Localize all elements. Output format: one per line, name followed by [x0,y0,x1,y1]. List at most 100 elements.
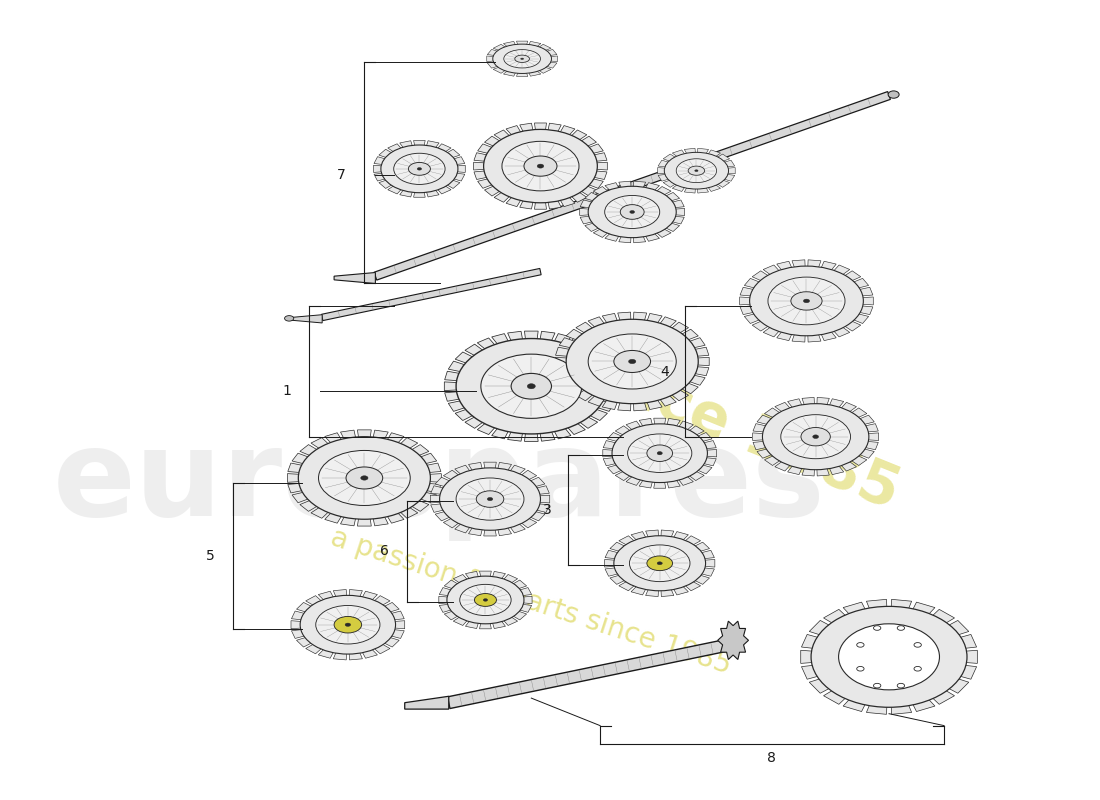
Polygon shape [681,382,698,394]
Polygon shape [487,56,494,62]
Polygon shape [724,174,735,181]
Polygon shape [465,571,478,579]
Polygon shape [593,186,608,195]
Polygon shape [959,634,977,649]
Polygon shape [696,358,710,366]
Polygon shape [548,200,561,209]
Polygon shape [754,424,767,432]
Polygon shape [306,596,321,606]
Polygon shape [374,596,390,606]
Polygon shape [844,321,861,331]
Polygon shape [703,441,716,449]
Polygon shape [480,623,492,629]
Polygon shape [704,559,715,567]
Polygon shape [596,361,614,372]
Ellipse shape [620,205,645,219]
Polygon shape [834,265,850,275]
Polygon shape [373,516,388,526]
Polygon shape [774,402,791,412]
Polygon shape [453,157,465,165]
Ellipse shape [628,434,692,473]
Polygon shape [603,314,617,324]
Polygon shape [539,495,550,503]
Ellipse shape [300,595,396,654]
Ellipse shape [316,606,380,644]
Polygon shape [666,193,680,201]
Polygon shape [679,421,693,430]
Ellipse shape [811,606,967,707]
Polygon shape [865,442,878,450]
Polygon shape [474,162,485,170]
Ellipse shape [762,404,869,470]
Polygon shape [465,344,484,356]
Ellipse shape [447,576,524,624]
Ellipse shape [515,55,529,62]
Polygon shape [453,173,465,181]
Polygon shape [694,542,710,551]
Polygon shape [477,338,496,350]
Ellipse shape [898,683,904,688]
Ellipse shape [527,384,536,389]
Polygon shape [689,375,705,386]
Text: a passion for parts since 1985: a passion for parts since 1985 [328,524,735,680]
Polygon shape [288,463,304,473]
Polygon shape [487,62,498,68]
Polygon shape [672,150,684,157]
Ellipse shape [628,359,636,364]
Polygon shape [657,186,671,195]
Ellipse shape [614,536,705,590]
Polygon shape [399,141,412,148]
Polygon shape [717,621,748,659]
Polygon shape [717,154,729,162]
Polygon shape [689,338,705,348]
Polygon shape [554,334,571,345]
Ellipse shape [440,468,540,530]
Polygon shape [861,297,873,305]
Polygon shape [493,621,506,629]
Polygon shape [333,590,346,597]
Ellipse shape [664,152,728,189]
Polygon shape [449,361,466,372]
Polygon shape [821,262,836,270]
Polygon shape [292,621,301,629]
Polygon shape [701,550,714,558]
Ellipse shape [801,427,830,446]
Polygon shape [844,271,861,281]
Polygon shape [494,130,510,140]
Polygon shape [802,665,820,679]
Polygon shape [390,611,405,620]
Polygon shape [607,433,623,442]
Text: 6: 6 [381,544,389,558]
Polygon shape [619,236,631,242]
Polygon shape [593,229,608,238]
Polygon shape [321,269,541,321]
Polygon shape [802,634,820,649]
Ellipse shape [657,562,662,565]
Polygon shape [867,704,887,714]
Polygon shape [858,287,873,296]
Polygon shape [334,273,375,283]
Polygon shape [536,504,549,512]
Text: eurospares: eurospares [53,424,826,541]
Polygon shape [802,398,814,406]
Polygon shape [631,532,646,541]
Polygon shape [297,602,312,612]
Polygon shape [580,209,590,215]
Polygon shape [684,188,695,193]
Polygon shape [717,180,729,187]
Ellipse shape [898,626,904,630]
Polygon shape [603,399,617,410]
Polygon shape [671,390,689,401]
Polygon shape [454,523,470,533]
Ellipse shape [334,617,362,633]
Ellipse shape [781,414,850,458]
Polygon shape [663,154,675,162]
Polygon shape [550,56,558,62]
Polygon shape [658,167,666,174]
Ellipse shape [614,350,650,373]
Polygon shape [602,371,618,381]
Polygon shape [824,690,846,704]
Polygon shape [287,474,300,482]
Polygon shape [571,192,587,202]
Polygon shape [947,678,969,694]
